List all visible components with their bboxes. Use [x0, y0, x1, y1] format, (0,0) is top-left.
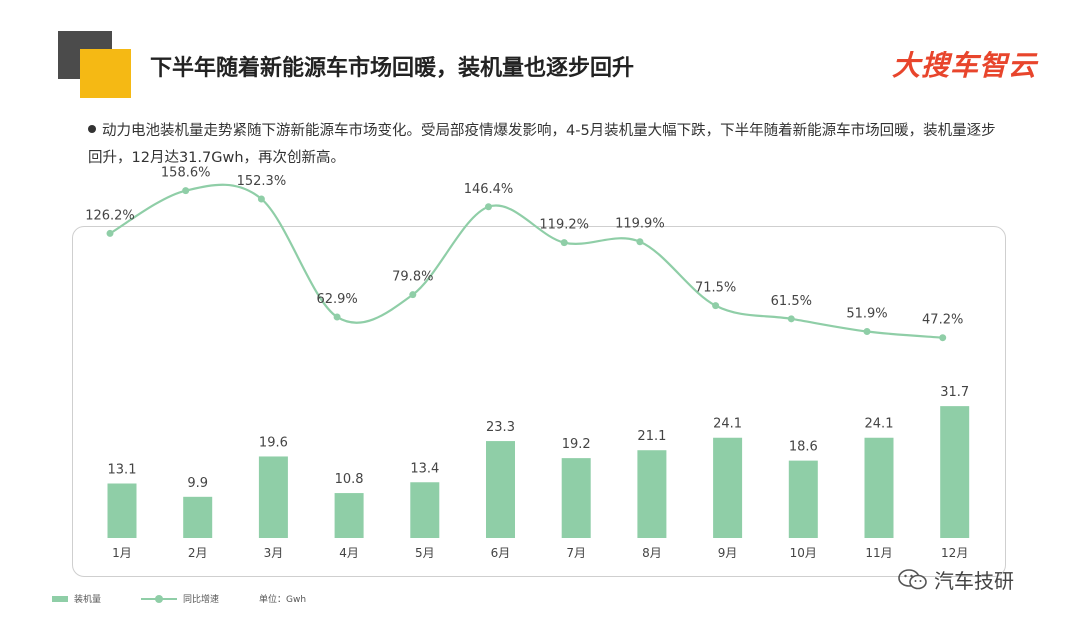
x-tick-label-2: 2月	[188, 546, 208, 560]
legend-line-swatch	[141, 594, 178, 604]
x-tick-label-3: 3月	[264, 546, 284, 560]
legend-item-line: 同比增速	[141, 592, 219, 605]
bar-value-label-3: 19.6	[259, 435, 288, 450]
growth-point-1	[106, 229, 114, 237]
bar-12	[940, 406, 970, 538]
growth-point-10	[787, 315, 795, 323]
x-tick-label-8: 8月	[642, 546, 662, 560]
growth-point-11	[863, 327, 871, 335]
bar-8	[637, 450, 667, 538]
growth-point-7	[560, 239, 568, 247]
bar-value-label-1: 13.1	[108, 463, 137, 478]
bar-2	[183, 496, 213, 538]
wechat-watermark: 汽车技研	[898, 565, 1014, 594]
bar-value-label-4: 10.8	[335, 472, 364, 487]
growth-point-8	[636, 238, 644, 246]
growth-label-7: 119.2%	[539, 218, 589, 233]
yellow-square	[80, 49, 131, 98]
bar-9	[713, 437, 743, 538]
x-tick-label-10: 10月	[790, 546, 817, 560]
bar-5	[410, 482, 440, 538]
bar-value-label-10: 18.6	[789, 440, 818, 455]
x-tick-label-4: 4月	[339, 546, 359, 560]
growth-label-6: 146.4%	[464, 182, 514, 197]
page-title: 下半年随着新能源车市场回暖，装机量也逐步回升	[150, 56, 635, 81]
legend-unit: 单位：Gwh	[259, 592, 306, 605]
bar-value-label-5: 13.4	[410, 461, 439, 476]
bar-6	[486, 441, 515, 538]
legend-bar-label: 装机量	[74, 595, 102, 605]
bar-4	[334, 493, 364, 538]
bar-3	[258, 456, 288, 538]
wechat-label: 汽车技研	[934, 569, 1014, 593]
bar-value-label-11: 24.1	[865, 417, 894, 432]
x-tick-label-12: 12月	[941, 546, 968, 560]
growth-point-2	[182, 187, 190, 195]
growth-label-1: 126.2%	[85, 208, 135, 223]
growth-line	[109, 183, 943, 339]
brand-logo: 大搜车智云	[892, 49, 1038, 82]
growth-label-10: 61.5%	[771, 294, 812, 309]
growth-label-5: 79.8%	[392, 270, 433, 285]
growth-point-4	[333, 313, 341, 321]
x-tick-label-9: 9月	[718, 546, 738, 560]
x-tick-label-7: 7月	[566, 546, 586, 560]
bar-value-label-6: 23.3	[486, 420, 515, 435]
growth-label-12: 47.2%	[922, 313, 963, 328]
bar-7	[561, 458, 591, 538]
growth-label-2: 158.6%	[161, 166, 211, 181]
growth-label-11: 51.9%	[846, 306, 887, 321]
bar-value-label-12: 31.7	[940, 385, 969, 400]
bullet-icon	[88, 125, 96, 133]
growth-point-9	[712, 302, 720, 310]
growth-label-8: 119.9%	[615, 217, 665, 232]
legend: 装机量 同比增速 单位：Gwh	[52, 592, 346, 605]
x-tick-label-6: 6月	[491, 546, 511, 560]
bar-11	[864, 437, 894, 538]
unit-label: 单位：Gwh	[259, 595, 307, 605]
growth-label-3: 152.3%	[237, 174, 287, 189]
bar-10	[788, 460, 818, 538]
chart-frame	[72, 226, 1006, 577]
summary-paragraph: 动力电池装机量走势紧随下游新能源车市场变化。受局部疫情爆发影响，4-5月装机量大…	[88, 118, 1008, 172]
legend-line-label: 同比增速	[183, 595, 220, 605]
growth-point-12	[939, 334, 947, 342]
legend-item-bar: 装机量	[52, 592, 101, 605]
wechat-icon	[898, 568, 927, 589]
growth-point-6	[485, 203, 492, 211]
growth-label-4: 62.9%	[316, 292, 357, 307]
growth-label-9: 71.5%	[695, 281, 736, 296]
bar-value-label-2: 9.9	[187, 476, 208, 491]
legend-bar-swatch	[52, 595, 68, 602]
x-tick-label-5: 5月	[415, 546, 435, 560]
bar-value-label-8: 21.1	[637, 429, 666, 444]
x-tick-label-1: 1月	[112, 546, 132, 560]
x-tick-label-11: 11月	[865, 546, 892, 560]
summary-text: 动力电池装机量走势紧随下游新能源车市场变化。受局部疫情爆发影响，4-5月装机量大…	[88, 123, 996, 166]
bar-1	[107, 483, 137, 538]
corner-logo-squares	[58, 31, 131, 98]
growth-point-3	[257, 195, 265, 203]
bar-value-label-7: 19.2	[562, 437, 591, 452]
bar-value-label-9: 24.1	[713, 417, 742, 432]
growth-point-5	[409, 291, 417, 299]
